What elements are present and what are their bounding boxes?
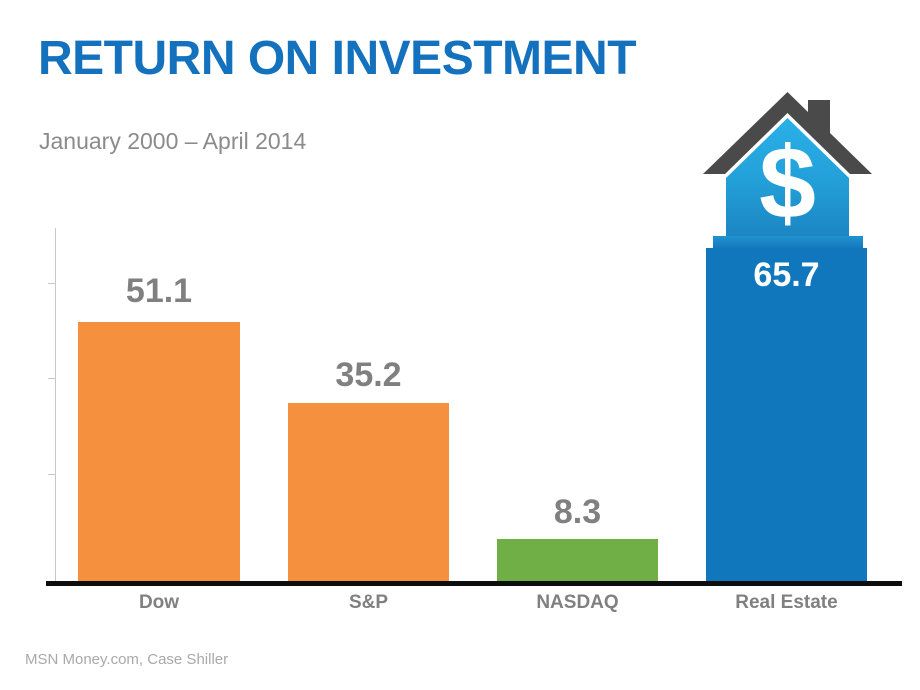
category-label-real-estate: Real Estate [735,592,838,613]
value-label-nasdaq: 8.3 [553,493,602,531]
source-attribution: MSN Money.com, Case Shiller [25,651,229,668]
date-range-subtitle: January 2000 – April 2014 [39,128,307,154]
y-axis-tick-1 [48,283,56,284]
category-label-dow: Dow [138,592,180,613]
value-label-dow: 51.1 [125,272,193,310]
y-axis-line [55,228,56,583]
bar-dow[interactable] [78,322,240,581]
bar-sp[interactable] [288,403,449,581]
y-axis-tick-2 [48,378,56,379]
category-label-nasdaq: NASDAQ [536,592,619,613]
x-axis-baseline [46,581,902,586]
page-title: RETURN ON INVESTMENT [38,32,637,85]
house-dollar-icon: $ [700,88,876,250]
category-label-sp: S&P [348,592,389,613]
bar-nasdaq[interactable] [497,539,658,581]
y-axis-tick-3 [48,474,56,475]
svg-text:$: $ [759,126,816,240]
value-label-sp: 35.2 [335,356,402,394]
value-label-real-estate: 65.7 [753,256,820,294]
bar-real-estate[interactable] [706,248,867,581]
